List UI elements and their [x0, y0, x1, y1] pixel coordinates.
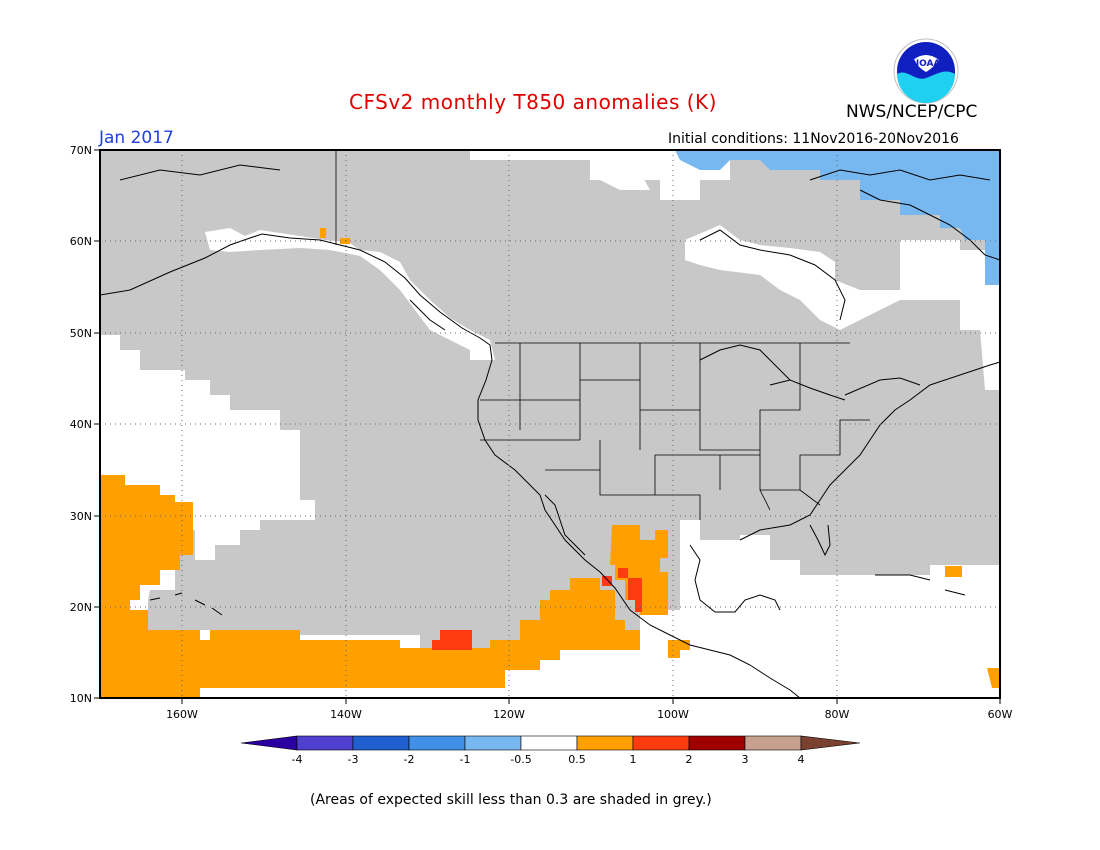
coastlines — [99, 164, 1001, 699]
legend-swatch — [520, 735, 578, 751]
graticule — [100, 150, 1000, 698]
map-title: CFSv2 monthly T850 anomalies (K) — [349, 90, 717, 114]
noaa-logo-text: NOAA — [912, 59, 941, 69]
skill-footnote: (Areas of expected skill less than 0.3 a… — [310, 792, 712, 808]
political-borders — [335, 150, 870, 520]
legend-tick-label: -3 — [348, 753, 359, 766]
lon-label-80w: 80W — [825, 708, 850, 721]
legend-tick-label: -2 — [404, 753, 415, 766]
agency-label: NWS/NCEP/CPC — [846, 102, 978, 122]
lat-label-60n: 60N — [70, 235, 92, 248]
lon-label-100w: 100W — [657, 708, 689, 721]
legend-tick-labels: -4 -3 -2 -1 -0.5 0.5 1 2 3 4 — [292, 753, 805, 766]
lon-label-120w: 120W — [493, 708, 525, 721]
legend-swatch — [352, 735, 410, 751]
lat-label-70n: 70N — [70, 144, 92, 157]
noaa-logo: NOAA — [893, 38, 959, 104]
legend-swatch — [744, 735, 802, 751]
lat-label-10n: 10N — [70, 692, 92, 705]
near-normal-patches — [205, 150, 1000, 640]
lon-label-160w: 160W — [166, 708, 198, 721]
legend-swatch — [408, 735, 466, 751]
legend-arrow-low — [240, 735, 298, 751]
legend-tick-label: 0.5 — [568, 753, 586, 766]
axis-ticks — [94, 149, 1001, 704]
negative-anomaly-region — [675, 150, 1000, 285]
legend-swatch — [296, 735, 354, 751]
legend-tick-label: 1 — [630, 753, 637, 766]
legend-arrow-high — [800, 735, 861, 751]
legend-swatches — [240, 735, 861, 751]
legend-tick-label: 4 — [798, 753, 805, 766]
lon-label-60w: 60W — [988, 708, 1013, 721]
legend-tick-label: -0.5 — [510, 753, 531, 766]
lat-label-40n: 40N — [70, 418, 92, 431]
legend-tick-label: 3 — [742, 753, 749, 766]
legend-swatch — [464, 735, 522, 751]
legend-tick-label: -1 — [460, 753, 471, 766]
legend-tick-label: -4 — [292, 753, 303, 766]
legend-swatch — [576, 735, 634, 751]
lon-label-140w: 140W — [330, 708, 362, 721]
legend-tick-label: 2 — [686, 753, 693, 766]
valid-month-label: Jan 2017 — [99, 128, 174, 148]
initial-conditions-label: Initial conditions: 11Nov2016-20Nov2016 — [668, 131, 959, 147]
legend-swatch — [632, 735, 690, 751]
strong-positive-anomaly-region — [432, 568, 642, 650]
lat-label-20n: 20N — [70, 601, 92, 614]
lat-label-50n: 50N — [70, 327, 92, 340]
lat-label-30n: 30N — [70, 510, 92, 523]
positive-anomaly-region — [100, 228, 1000, 698]
legend-swatch — [688, 735, 746, 751]
